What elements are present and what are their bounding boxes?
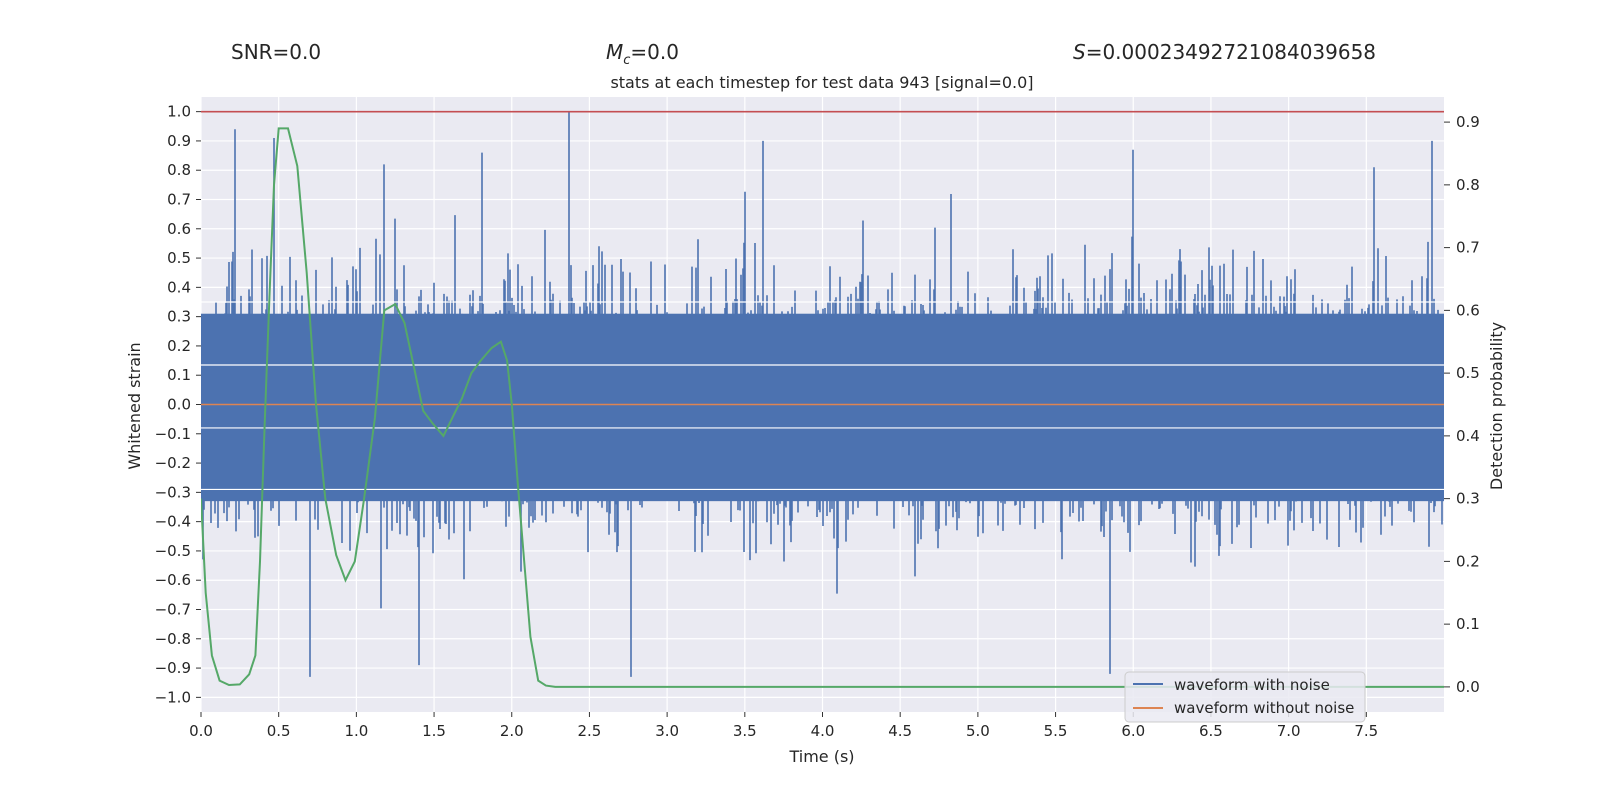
noisy-waveform-series (201, 111, 1444, 677)
x-tick-label: 1.5 (422, 722, 446, 740)
y-tick-label: 0.2 (167, 337, 191, 355)
y-tick-label: −0.1 (155, 425, 191, 443)
y-axis-left: 1.0 0.9 0.8 0.7 0.6 0.5 0.4 0.3 0.2 0.1 0.0 −0.1 −0.… (155, 103, 201, 706)
y-tick-label: 0.4 (167, 278, 191, 296)
y2-tick-label: 0.8 (1456, 176, 1480, 194)
x-tick-label: 7.5 (1354, 722, 1378, 740)
x-tick-label: 0.5 (267, 722, 291, 740)
x-tick-label: 1.0 (344, 722, 368, 740)
x-tick-label: 2.0 (500, 722, 524, 740)
y-axis-right: 0.9 0.8 0.7 0.6 0.5 0.4 0.3 0.2 0.1 0.0 (1444, 113, 1480, 696)
legend-clean-label: waveform without noise (1174, 699, 1354, 717)
y-tick-label: −0.7 (155, 601, 191, 619)
x-tick-label: 4.5 (888, 722, 912, 740)
x-tick-label: 5.5 (1044, 722, 1068, 740)
chirp-mass-value: =0.0 (630, 40, 679, 64)
probability-line (201, 127, 1444, 688)
y-tick-label: −0.5 (155, 542, 191, 560)
y-tick-label: 0.0 (167, 396, 191, 414)
score-value: =0.00023492721084039658 (1085, 40, 1377, 64)
y2-tick-label: 0.2 (1456, 552, 1480, 570)
legend: waveform with noise waveform without noi… (1124, 671, 1366, 723)
x-tick-label: 6.5 (1199, 722, 1223, 740)
x-axis: 0.0 0.5 1.0 1.5 2.0 2.5 3.0 3.5 4.0 4.5 5.0 5.5 6.0 6… (189, 712, 1378, 740)
y2-axis-label: Detection probability (1487, 322, 1506, 490)
y-tick-label: −0.8 (155, 630, 191, 648)
y-tick-label: 0.6 (167, 220, 191, 238)
y-tick-label: 0.1 (167, 366, 191, 384)
y2-tick-label: 0.5 (1456, 364, 1480, 382)
legend-box (1124, 671, 1366, 723)
chirp-mass-symbol: M (606, 40, 624, 64)
y-tick-label: 0.8 (167, 161, 191, 179)
x-tick-label: 3.5 (733, 722, 757, 740)
chirp-mass-subscript: c (623, 53, 631, 68)
x-tick-label: 6.0 (1121, 722, 1145, 740)
score-label: S=0.00023492721084039658 (1073, 40, 1376, 64)
y-tick-label: 0.3 (167, 308, 191, 326)
y-tick-label: 1.0 (167, 103, 191, 121)
y-axis-label: Whitened strain (125, 342, 144, 469)
y2-tick-label: 0.9 (1456, 113, 1480, 131)
y-tick-label: −0.9 (155, 659, 191, 677)
y-tick-label: 0.9 (167, 132, 191, 150)
y-tick-label: −0.4 (155, 513, 191, 531)
chart-title: stats at each timestep for test data 943… (610, 73, 1033, 92)
y-tick-label: −1.0 (155, 688, 191, 706)
x-axis-label: Time (s) (788, 747, 854, 766)
legend-noisy-label: waveform with noise (1174, 676, 1330, 694)
y-tick-label: −0.2 (155, 454, 191, 472)
x-tick-label: 2.5 (578, 722, 602, 740)
y-tick-label: 0.7 (167, 191, 191, 209)
y2-tick-label: 0.6 (1456, 301, 1480, 319)
x-tick-label: 4.0 (811, 722, 835, 740)
noisy-waveform-band (201, 313, 1444, 502)
y-tick-label: −0.6 (155, 571, 191, 589)
chirp-mass-label: Mc=0.0 (606, 40, 679, 68)
y2-tick-label: 0.3 (1456, 490, 1480, 508)
y2-tick-label: 0.4 (1456, 427, 1480, 445)
x-tick-label: 5.0 (966, 722, 990, 740)
x-tick-label: 3.0 (655, 722, 679, 740)
snr-label: SNR=0.0 (231, 40, 322, 64)
y2-tick-label: 0.7 (1456, 239, 1480, 257)
probability-series (201, 110, 1444, 688)
y-tick-label: 0.5 (167, 249, 191, 267)
y-tick-label: −0.3 (155, 483, 191, 501)
y2-tick-label: 0.1 (1456, 615, 1480, 633)
score-symbol: S (1073, 40, 1086, 64)
x-tick-label: 7.0 (1277, 722, 1301, 740)
y2-tick-label: 0.0 (1456, 678, 1480, 696)
x-tick-label: 0.0 (189, 722, 213, 740)
